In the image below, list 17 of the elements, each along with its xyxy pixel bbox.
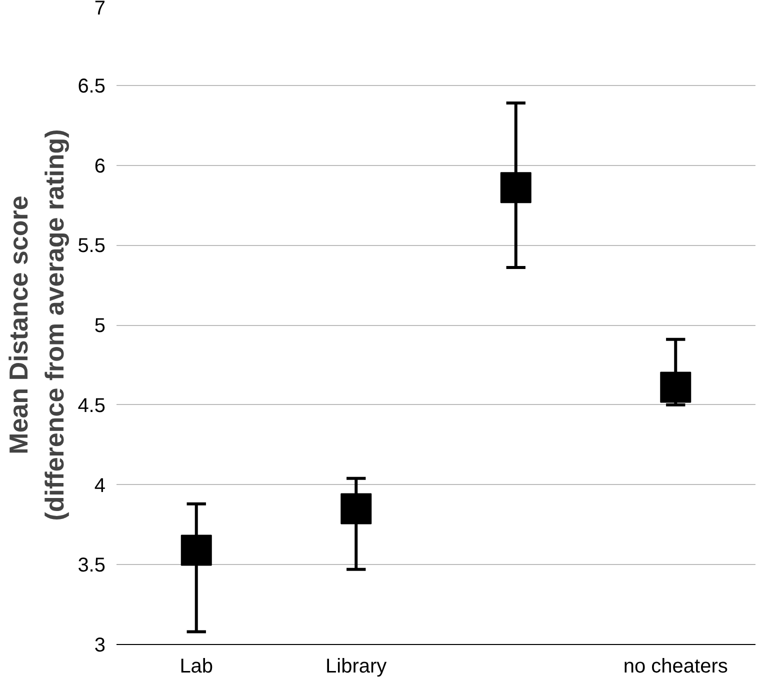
point — [500, 172, 532, 204]
y-tick-label: 5.5 — [78, 235, 106, 258]
x-tick-label: no cheaters — [623, 656, 728, 678]
y-tick-label: 3 — [94, 634, 106, 656]
point — [180, 534, 212, 566]
y-tick-label: 7 — [94, 0, 106, 20]
y-tick-label: 6 — [94, 155, 106, 178]
y-tick-label: 4 — [94, 474, 106, 497]
x-tick-label: Library — [326, 656, 387, 678]
y-tick-label: 5 — [94, 315, 106, 337]
x-tick-label: Lab — [180, 656, 214, 678]
y-tick-label: 4.5 — [78, 394, 106, 417]
point — [340, 493, 372, 524]
point — [660, 372, 692, 403]
y-axis-title: Mean Distance score (difference from average rating) — [4, 129, 70, 521]
y-tick-label: 3.5 — [78, 554, 106, 577]
y-tick-label: 6.5 — [78, 75, 106, 98]
